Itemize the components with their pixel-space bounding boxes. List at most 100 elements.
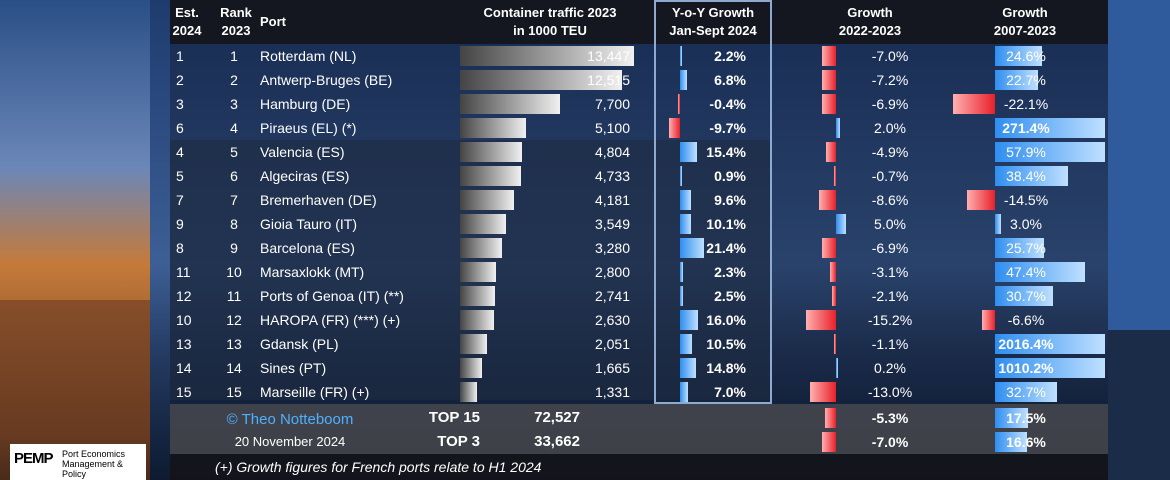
teu-value: 12,515 [587,72,630,88]
table-row: 10 12 HAROPA (FR) (***) (+) 2,630 16.0% -15.2… [170,308,1108,332]
logo-text: Port Economics Management & Policy [62,449,126,479]
growth-2022-2023-bar [805,310,836,330]
growth-2007-2023-value: 24.6% [1006,48,1046,64]
header-port: Port [260,14,286,29]
yoy-value: 7.0% [714,384,746,400]
footnote-bar: (+) Growth figures for French ports rela… [170,454,1108,480]
yoy-value: 2.2% [714,48,746,64]
header-yoy: Y-o-Y Growth Jan-Sept 2024 [669,5,757,38]
yoy-bar [680,142,697,162]
total-label: TOP 15 [428,409,480,426]
teu-value: 1,665 [594,360,630,376]
yoy-bar [680,166,682,186]
rank-2023: 15 [226,384,242,400]
growth-2022-2023-bar [822,46,836,66]
yoy-value: 9.6% [714,192,746,208]
growth-2007-2023-bar [995,382,1058,402]
yoy-value: 21.4% [706,240,746,256]
table-row: 8 9 Barcelona (ES) 3,280 21.4% -6.9% 25.7% [170,236,1108,260]
growth-2007-2023-value: 38.4% [1006,168,1046,184]
yoy-bar [680,190,691,210]
est-rank-2024: 7 [176,192,184,208]
teu-bar [460,190,514,210]
teu-bar [460,166,521,186]
yoy-bar [678,94,680,114]
rank-2023: 12 [226,312,242,328]
growth-2022-2023-value: 0.2% [874,360,906,376]
growth-2022-2023-value: 2.0% [874,120,906,136]
table-row: 9 8 Gioia Tauro (IT) 3,549 10.1% 5.0% 3.0% [170,212,1108,236]
growth-2007-2023-value: -22.1% [1003,96,1049,112]
total-growth-2022-2023-value: -5.3% [871,410,909,426]
total-bars [170,430,1108,454]
yoy-value: -0.4% [709,96,746,112]
yoy-highlight-box [654,0,772,404]
port-name: Algeciras (ES) [260,168,350,184]
yoy-value: 2.3% [714,264,746,280]
growth-2007-2023-value: 3.0% [1010,216,1042,232]
teu-bar [460,70,622,90]
table-row: 15 15 Marseille (FR) (+) 1,331 7.0% -13.0% 32.… [170,380,1108,404]
est-rank-2024: 2 [176,72,184,88]
growth-2022-2023-value: -7.0% [871,48,909,64]
table-row: 4 5 Valencia (ES) 4,804 15.4% -4.9% 57.9% [170,140,1108,164]
growth-2007-2023-bar [995,118,1105,138]
growth-2007-2023-value: 22.7% [1006,72,1046,88]
teu-value: 3,549 [594,216,630,232]
rank-2023: 4 [230,120,238,136]
total-growth-2007-2023-value: 17.5% [1006,410,1046,426]
port-name: Valencia (ES) [260,144,345,160]
yoy-value: 10.1% [706,216,746,232]
growth-2007-2023-bar [967,190,995,210]
table-row: 11 10 Marsaxlokk (MT) 2,800 2.3% -3.1% 47.4% [170,260,1108,284]
est-rank-2024: 3 [176,96,184,112]
port-ranking-table: Est. 2024 Rank 2023 Port Container traffic… [170,0,1108,480]
port-name: Bremerhaven (DE) [260,192,377,208]
yoy-bar [680,358,697,378]
growth-2022-2023-bar [833,334,836,354]
yoy-bar [680,238,704,258]
yoy-value: 15.4% [706,144,746,160]
table-row: 7 7 Bremerhaven (DE) 4,181 9.6% -8.6% -14.5% [170,188,1108,212]
growth-2022-2023-value: -7.2% [871,72,909,88]
teu-value: 2,051 [594,336,630,352]
port-name: Marsaxlokk (MT) [260,264,365,280]
growth-2022-2023-value: -13.0% [867,384,913,400]
author-credit: © Theo Notteboom [226,411,354,428]
table-row: 13 13 Gdansk (PL) 2,051 10.5% -1.1% 2016.4% [170,332,1108,356]
total-growth-2007-2023-bar [995,408,1029,428]
growth-2007-2023-bar [995,286,1054,306]
growth-2022-2023-value: -0.7% [871,168,909,184]
table-row: 12 11 Ports of Genoa (IT) (**) 2,741 2.5% -2.… [170,284,1108,308]
rank-2023: 1 [230,48,238,64]
credit-date: 20 November 2024 [234,434,346,449]
growth-2007-2023-bar [995,70,1039,90]
yoy-value: -9.7% [709,120,746,136]
total-growth-2022-2023-value: -7.0% [871,434,909,450]
growth-2007-2023-value: 32.7% [1006,384,1046,400]
growth-2022-2023-value: -4.9% [871,144,909,160]
teu-bar [460,286,495,306]
table-row: 2 2 Antwerp-Bruges (BE) 12,515 6.8% -7.2% 22.7… [170,68,1108,92]
est-rank-2024: 1 [176,48,184,64]
growth-2007-2023-value: 47.4% [1006,264,1046,280]
yoy-value: 6.8% [714,72,746,88]
growth-2022-2023-bar [831,286,836,306]
est-rank-2024: 15 [176,384,192,400]
yoy-bar [680,214,692,234]
growth-2007-2023-bar [995,214,1001,234]
growth-2007-2023-bar [995,262,1086,282]
teu-value: 13,447 [587,48,630,64]
growth-2007-2023-bar [995,334,1105,354]
growth-2022-2023-value: -8.6% [871,192,909,208]
port-name: Marseille (FR) (+) [260,384,370,400]
growth-2022-2023-bar [822,238,836,258]
growth-2022-2023-bar [822,94,836,114]
growth-2007-2023-value: 271.4% [1002,120,1050,136]
yoy-bar [680,310,698,330]
growth-2007-2023-value: -6.6% [1007,312,1045,328]
yoy-bar [680,262,683,282]
teu-bar [460,382,477,402]
est-rank-2024: 14 [176,360,192,376]
est-rank-2024: 6 [176,120,184,136]
